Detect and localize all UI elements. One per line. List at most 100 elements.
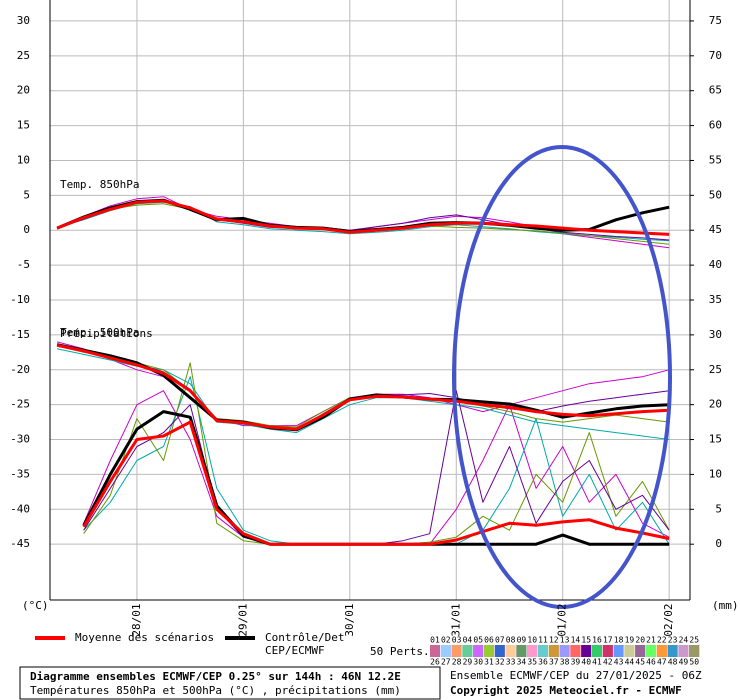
lines	[56, 196, 670, 546]
perturbation-label: 24	[679, 636, 689, 645]
perturbation-label: 15	[581, 636, 591, 645]
x-tick-label: 29/01	[236, 603, 249, 636]
perturbation-swatch	[602, 645, 613, 657]
perturbation-label: 27	[441, 658, 451, 667]
perturbation-swatch	[451, 645, 462, 657]
y2-tick-label: 55	[709, 153, 722, 166]
y2-tick-label: 15	[709, 433, 722, 446]
perturbation-label: 45	[635, 658, 645, 667]
y-tick-label: 20	[17, 84, 30, 97]
perturbation-label: 44	[625, 658, 635, 667]
y2-tick-label: 10	[709, 467, 722, 480]
perturbation-label: 14	[571, 636, 581, 645]
perturbation-swatch	[494, 645, 505, 657]
perturbation-swatch	[527, 645, 538, 657]
y-tick-label: -20	[10, 363, 30, 376]
perturbation-label: 39	[571, 658, 581, 667]
y2-tick-label: 35	[709, 293, 722, 306]
y-tick-label: 10	[17, 153, 30, 166]
perturbation-label: 16	[592, 636, 602, 645]
perturbation-label: 49	[679, 658, 689, 667]
annotation: Temp. 500hPa	[60, 326, 139, 339]
y-axis-label: (°C)	[22, 599, 49, 612]
perturbation-label: 22	[657, 636, 667, 645]
y2-tick-label: 20	[709, 398, 722, 411]
y2-tick-label: 5	[715, 502, 722, 515]
perturbation-label: 20	[635, 636, 645, 645]
perturbation-swatch	[559, 645, 570, 657]
perturbation-label: 30	[473, 658, 483, 667]
perturbation-label: 03	[452, 636, 462, 645]
legend-label: Contrôle/Det	[265, 631, 344, 644]
y2-tick-label: 50	[709, 188, 722, 201]
perturbation-label: 02	[441, 636, 451, 645]
y-tick-label: -5	[17, 258, 30, 271]
y-tick-label: -30	[10, 433, 30, 446]
perturbation-label: 46	[646, 658, 656, 667]
perturbation-label: 37	[549, 658, 559, 667]
y2-tick-label: 40	[709, 258, 722, 271]
series-line	[56, 343, 670, 431]
y2-tick-label: 45	[709, 223, 722, 236]
perturbation-label: 08	[506, 636, 516, 645]
y2-tick-label: 75	[709, 14, 722, 27]
y2-tick-label: 65	[709, 84, 722, 97]
perturbation-swatch	[689, 645, 700, 657]
x-tick-label: 31/01	[449, 603, 462, 636]
perturbation-swatch	[430, 645, 440, 657]
perturbation-swatch	[592, 645, 602, 657]
x-tick-label: 30/01	[343, 603, 356, 636]
annotation: Temp. 850hPa	[60, 178, 139, 191]
perturbation-label: 19	[625, 636, 635, 645]
perturbation-swatch	[667, 645, 678, 657]
perturbation-swatch	[473, 645, 484, 657]
legend-label: CEP/ECMWF	[265, 644, 325, 657]
y-tick-label: 5	[23, 188, 30, 201]
series-line	[82, 420, 670, 546]
perturbation-swatch	[538, 645, 548, 657]
perturbation-label: 07	[495, 636, 505, 645]
x-tick-label: 01/02	[556, 603, 569, 636]
y-tick-label: 0	[23, 223, 30, 236]
perturbation-label: 32	[495, 658, 505, 667]
perturbation-label: 31	[484, 658, 494, 667]
perturbation-label: 13	[560, 636, 570, 645]
member-line	[56, 348, 670, 440]
perturbation-label: 28	[452, 658, 462, 667]
y-tick-label: 25	[17, 49, 30, 62]
y-tick-label: -40	[10, 502, 30, 515]
perturbation-label: 43	[614, 658, 624, 667]
legend-label: Moyenne des scénarios	[75, 631, 214, 644]
perturbation-swatch	[516, 645, 527, 657]
perturbation-label: 34	[517, 658, 527, 667]
perturbation-label: 33	[506, 658, 516, 667]
perturbation-label: 36	[538, 658, 548, 667]
copyright: Copyright 2025 Meteociel.fr - ECMWF	[450, 684, 682, 697]
perturbation-label: 29	[463, 658, 473, 667]
y-tick-label: -45	[10, 537, 30, 550]
y-tick-label: -15	[10, 328, 30, 341]
chart-title: Diagramme ensembles ECMWF/CEP 0.25° sur …	[30, 670, 401, 683]
chart-subtitle: Températures 850hPa et 500hPa (°C) , pré…	[30, 684, 401, 697]
perturbation-swatch	[484, 645, 494, 657]
y-tick-label: -10	[10, 293, 30, 306]
perturbation-label: 42	[603, 658, 613, 667]
perturbation-label: 01	[430, 636, 440, 645]
y2-tick-label: 25	[709, 363, 722, 376]
perturbation-swatch	[624, 645, 635, 657]
run-label: Ensemble ECMWF/CEP du 27/01/2025 - 06Z	[450, 669, 702, 682]
perturbations-label: 50 Perts.	[370, 645, 430, 658]
perturbation-label: 25	[689, 636, 699, 645]
perturbation-label: 26	[430, 658, 440, 667]
perturbation-swatch	[613, 645, 624, 657]
perturbation-label: 05	[473, 636, 483, 645]
perturbation-swatch	[646, 645, 656, 657]
y2-tick-label: 0	[715, 537, 722, 550]
perturbation-label: 50	[689, 658, 699, 667]
x-tick-label: 02/02	[662, 603, 675, 636]
y-tick-label: 15	[17, 119, 30, 132]
perturbation-label: 11	[538, 636, 548, 645]
title-box	[19, 666, 441, 700]
